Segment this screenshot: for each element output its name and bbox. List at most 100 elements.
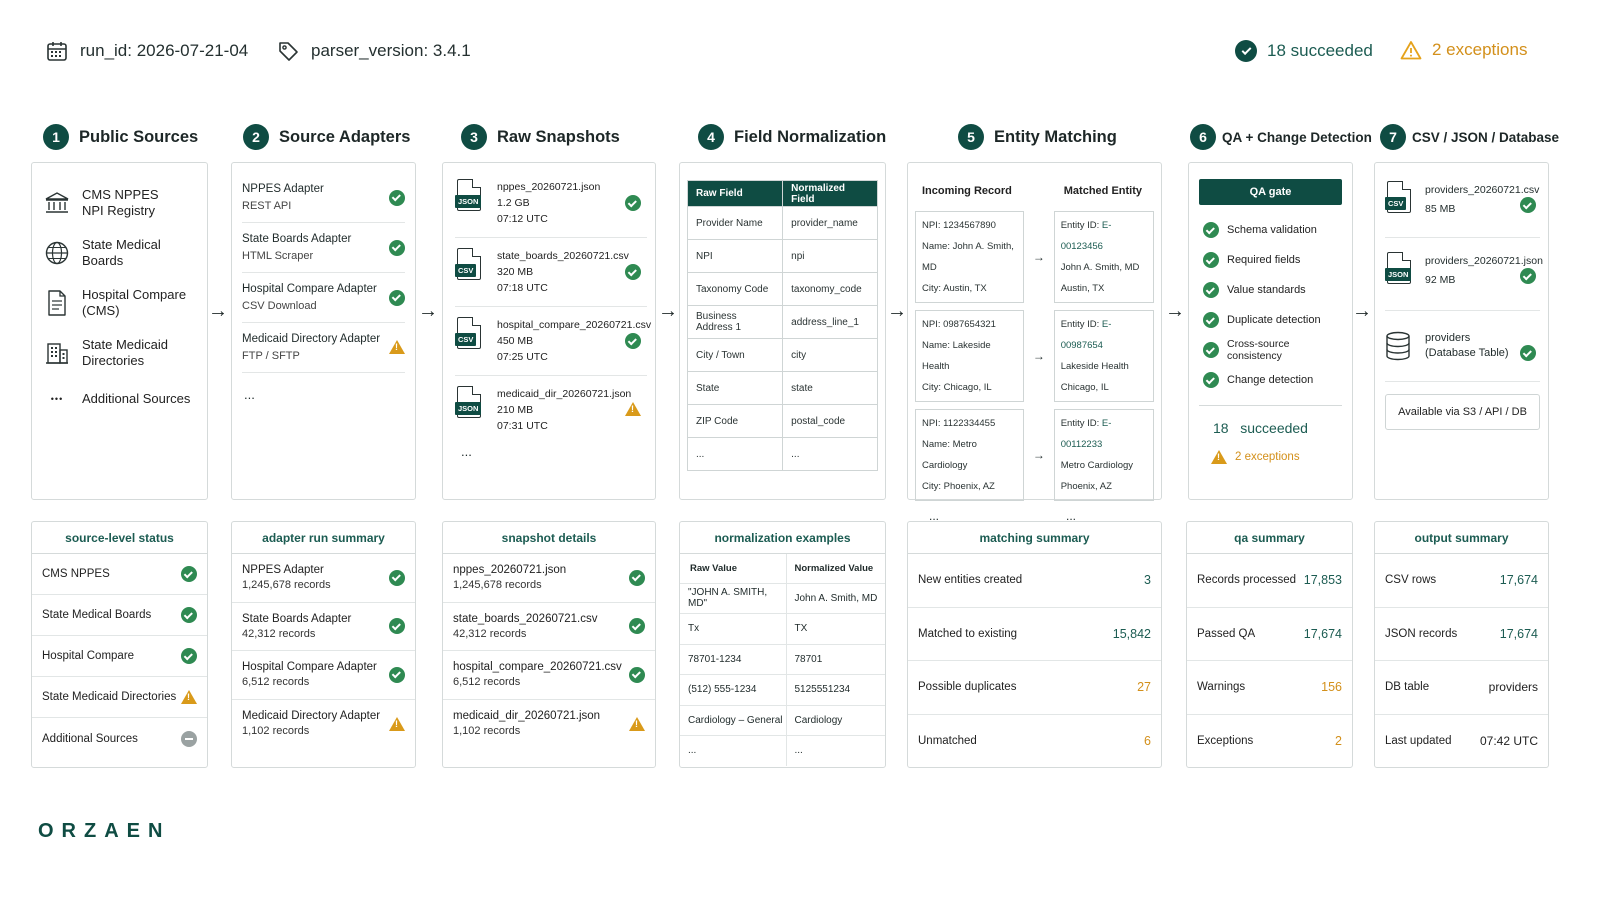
summary-row: State Boards Adapter 42,312 records xyxy=(232,603,415,651)
adapter-type: REST API xyxy=(242,200,292,212)
snapshot-item[interactable]: CSV hospital_compare_20260721.csv 450 MB 0… xyxy=(455,307,651,376)
db-subtitle: (Database Table) xyxy=(1425,347,1509,359)
check-icon xyxy=(1203,342,1219,358)
step-title: Public Sources xyxy=(79,127,199,146)
row-label: Warnings xyxy=(1197,681,1246,694)
raw-field: Taxonomy Code xyxy=(686,272,784,306)
npi: NPI: 0987654321 xyxy=(922,319,996,330)
brand-logo: ORZAEN xyxy=(38,820,171,842)
check-icon xyxy=(389,189,405,206)
output-file[interactable]: CSV providers_20260721.csv 85 MB xyxy=(1385,181,1540,238)
matching-summary: matching summary New entities created 3 M… xyxy=(907,521,1162,768)
succeeded-text: 18 succeeded xyxy=(1267,41,1373,60)
raw-value: "JOHN A. SMITH, MD" xyxy=(680,583,787,614)
warning-icon xyxy=(389,339,405,354)
summary-row: Hospital Compare Adapter 6,512 records xyxy=(232,651,415,700)
row-records: 1,102 records xyxy=(453,725,521,738)
row-records: 42,312 records xyxy=(453,627,527,640)
match-pair[interactable]: NPI: 1234567890 Name: John A. Smith, MD Ci… xyxy=(915,211,1154,303)
snapshot-item[interactable]: CSV state_boards_20260721.csv 320 MB 07:18… xyxy=(455,238,647,307)
snapshot-time: 07:12 UTC xyxy=(497,213,548,225)
output-database[interactable]: providers (Database Table) xyxy=(1385,311,1540,382)
source-item-hospital-compare[interactable]: Hospital Compare (CMS) xyxy=(44,287,195,319)
summary-row: State Medicaid Directories xyxy=(32,677,207,718)
match-pair[interactable]: NPI: 1122334455 Name: Metro Cardiology Cit… xyxy=(915,409,1154,501)
row-label: NPPES Adapter xyxy=(242,564,324,577)
adapter-item[interactable]: NPPES Adapter REST API xyxy=(242,173,405,223)
source-item-medicaid[interactable]: State Medicaid Directories xyxy=(44,337,195,369)
source-item-state-boards[interactable]: State Medical Boards xyxy=(44,237,195,269)
table-row: Tx TX xyxy=(680,613,885,645)
row-label: medicaid_dir_20260721.json xyxy=(453,710,601,723)
check-icon xyxy=(625,333,641,349)
adapter-item[interactable]: State Boards Adapter HTML Scraper xyxy=(242,223,405,273)
entity-id-label: Entity ID: xyxy=(1060,319,1100,330)
entity-id: E-00112233 xyxy=(1060,418,1112,450)
match-pair[interactable]: NPI: 0987654321 Name: Lakeside Health City… xyxy=(915,310,1154,402)
row-label: Exceptions xyxy=(1197,735,1254,748)
json-file-icon: JSON xyxy=(455,179,483,213)
row-label: Records processed xyxy=(1197,574,1297,587)
step-5-heading: 5 Entity Matching xyxy=(958,124,1117,150)
normalized-value: Cardiology xyxy=(786,705,885,736)
snapshot-size: 320 MB xyxy=(497,266,534,278)
row-label: Passed QA xyxy=(1197,627,1256,640)
step-7-heading: 7 CSV / JSON / Database xyxy=(1380,124,1559,150)
summary-row: CMS NPPES xyxy=(32,554,207,595)
qa-check: Value standards xyxy=(1199,275,1342,305)
table-row: Taxonomy Code taxonomy_code xyxy=(686,272,878,306)
adapter-item[interactable]: Medicaid Directory Adapter FTP / SFTP xyxy=(242,323,405,373)
snapshot-item[interactable]: JSON nppes_20260721.json 1.2 GB 07:12 UTC xyxy=(455,169,647,238)
table-row: Cardiology – General Cardiology xyxy=(680,705,885,736)
summary-title: matching summary xyxy=(908,522,1161,554)
source-item-additional[interactable]: ••• Additional Sources xyxy=(44,391,195,407)
calendar-icon xyxy=(47,42,67,61)
summary-row: DB table providers xyxy=(1375,661,1548,715)
record-name: Name: Lakeside Health xyxy=(922,340,991,372)
source-subname: Directories xyxy=(82,353,145,368)
check-icon xyxy=(1520,345,1536,361)
summary-title: snapshot details xyxy=(443,522,655,554)
output-file[interactable]: JSON providers_20260721.json 92 MB xyxy=(1385,238,1543,311)
raw-field: Provider Name xyxy=(686,206,784,240)
row-label: CSV rows xyxy=(1385,574,1437,587)
adapter-item[interactable]: Hospital Compare Adapter CSV Download xyxy=(242,273,405,323)
step-title: CSV / JSON / Database xyxy=(1412,129,1560,145)
summary-title: source-level status xyxy=(32,522,207,554)
csv-file-icon: CSV xyxy=(455,248,483,282)
step-number: 4 xyxy=(698,124,724,150)
table-row: 78701-1234 78701 xyxy=(680,644,885,675)
succeeded-label: succeeded xyxy=(1240,420,1308,436)
normalized-field: state xyxy=(782,371,878,405)
qa-card: QA gate Schema validation Required field… xyxy=(1188,162,1353,500)
check-icon xyxy=(1203,222,1219,238)
more-ellipsis: ... xyxy=(244,387,255,402)
minus-circle-icon xyxy=(181,730,197,747)
globe-icon xyxy=(45,241,69,265)
entity-name: John A. Smith, MD xyxy=(1060,262,1140,273)
snapshot-item[interactable]: JSON medicaid_dir_20260721.json 210 MB 07:… xyxy=(455,376,647,444)
row-label: State Boards Adapter xyxy=(242,612,352,625)
check-icon xyxy=(389,289,405,306)
snapshot-time: 07:31 UTC xyxy=(497,420,548,432)
summary-row: Medicaid Directory Adapter 1,102 records xyxy=(232,700,415,749)
check-icon xyxy=(629,666,645,683)
table-row: State state xyxy=(686,371,878,405)
check-icon xyxy=(1520,268,1536,284)
source-item-cms-nppes[interactable]: CMS NPPES NPI Registry xyxy=(44,187,195,219)
more-ellipsis: ... xyxy=(929,509,940,523)
check-icon xyxy=(1520,197,1536,213)
check-icon xyxy=(1203,282,1219,298)
record-city: City: Phoenix, AZ xyxy=(922,481,995,492)
check-icon xyxy=(181,648,197,664)
normalized-field: postal_code xyxy=(782,404,878,438)
summary-row: State Medical Boards xyxy=(32,595,207,636)
qa-check-label: Cross-source consistency xyxy=(1227,338,1290,362)
qa-summary: qa summary Records processed 17,853 Passe… xyxy=(1186,521,1353,768)
normalization-examples-table: Raw Value Normalized Value "JOHN A. SMITH… xyxy=(680,554,885,766)
step-number: 7 xyxy=(1380,124,1406,150)
adapter-name: Hospital Compare Adapter xyxy=(242,283,377,295)
qa-exceptions: 2 exceptions xyxy=(1199,450,1342,464)
succeeded-status: 18 succeeded xyxy=(1235,40,1373,62)
adapter-type: FTP / SFTP xyxy=(242,350,300,362)
